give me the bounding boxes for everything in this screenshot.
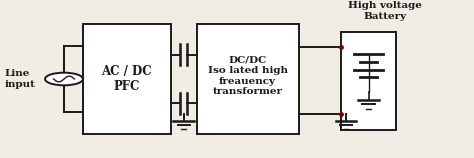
Text: AC / DC
PFC: AC / DC PFC xyxy=(101,65,152,93)
Bar xyxy=(83,24,171,134)
Text: High voltage
Battery: High voltage Battery xyxy=(348,1,422,21)
Bar xyxy=(341,32,396,130)
Circle shape xyxy=(45,73,83,85)
Text: DC/DC
Iso lated high
freauency
transformer: DC/DC Iso lated high freauency transform… xyxy=(208,56,288,96)
Bar xyxy=(197,24,299,134)
Text: Line
input: Line input xyxy=(5,69,36,89)
